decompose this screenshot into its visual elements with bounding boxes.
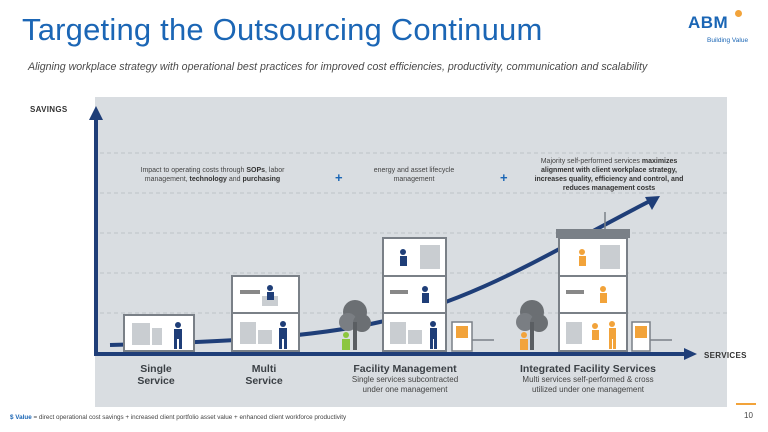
logo-dot-icon <box>735 10 742 17</box>
y-axis-arrowhead <box>89 106 103 120</box>
curve-arrowhead <box>645 196 660 210</box>
building-integrated-facility-services <box>556 212 630 352</box>
footer-definition: $ Value = direct operational cost saving… <box>10 414 347 421</box>
note-self-performed: Majority self-performed services maximiz… <box>534 158 684 192</box>
kiosk-1 <box>451 321 494 352</box>
building-single-service <box>123 314 195 352</box>
page-subtitle: Aligning workplace strategy with operati… <box>28 61 648 73</box>
x-axis-label: SERVICES <box>704 351 747 360</box>
stage-facility-management: Facility Management Single services subc… <box>351 363 459 394</box>
note-energy-asset: energy and asset lifecycle management <box>373 167 455 183</box>
page-number: 10 <box>744 411 753 420</box>
stage-single-service: Single Service <box>137 363 175 387</box>
building-facility-management <box>382 237 447 352</box>
x-axis-arrowhead <box>684 348 697 360</box>
abm-logo: ABM <box>688 13 729 32</box>
y-axis-label: SAVINGS <box>30 105 68 114</box>
kiosk-2 <box>631 321 672 352</box>
page-number-bar <box>736 403 756 405</box>
plus-sign-1: + <box>335 170 343 185</box>
stage-multi-service: Multi Service <box>245 363 283 387</box>
logo-tagline: Building Value <box>707 37 749 44</box>
plus-sign-2: + <box>500 170 508 185</box>
stage-integrated-facility-services: Integrated Facility Services Multi servi… <box>520 363 656 394</box>
tree-orange <box>516 300 548 350</box>
tree-green <box>339 300 371 350</box>
note-operating-costs: Impact to operating costs through SOPs, … <box>140 167 285 183</box>
page-title: Targeting the Outsourcing Continuum <box>22 12 543 47</box>
building-multi-service <box>231 275 300 352</box>
